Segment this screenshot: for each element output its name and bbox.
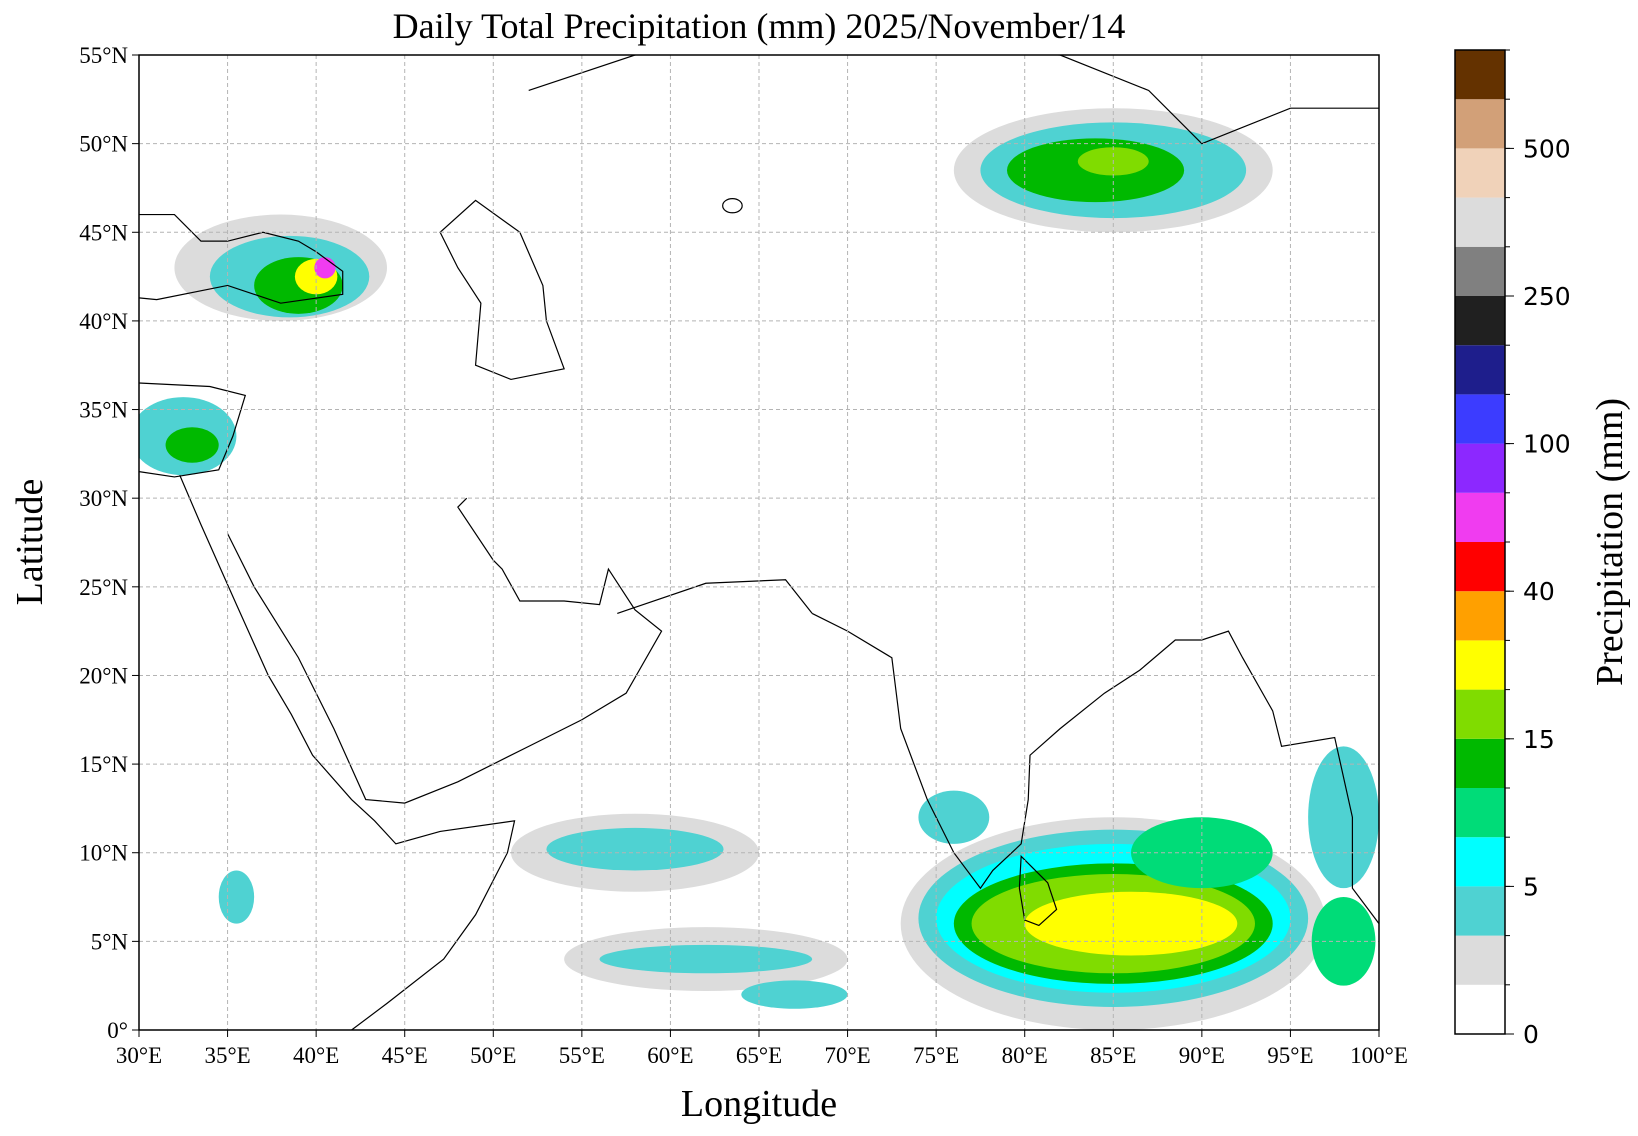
- x-tick-label: 75°E: [913, 1043, 959, 1068]
- y-tick-label: 30°N: [79, 486, 128, 511]
- y-tick-label: 0°: [107, 1018, 128, 1043]
- colorbar-segment: [1455, 886, 1505, 936]
- y-tick-label: 45°N: [79, 220, 128, 245]
- axes: 30°E 35°E 40°E 45°E 50°E 55°E 60°E 65°E 70°E 75°E…: [79, 43, 1408, 1068]
- x-tick-label: 60°E: [647, 1043, 693, 1068]
- colorbar-segment: [1455, 935, 1505, 985]
- colorbar: 0 5 15 40 100 250 500: [1454, 49, 1571, 1049]
- colorbar-segment: [1455, 296, 1505, 346]
- colorbar-tick-label: 500: [1523, 134, 1571, 163]
- y-tick-label: 55°N: [79, 43, 128, 68]
- y-tick-label: 20°N: [79, 663, 128, 688]
- colorbar-segment: [1455, 492, 1505, 542]
- colorbar-segment: [1455, 197, 1505, 247]
- y-tick-label: 25°N: [79, 575, 128, 600]
- y-tick-label: 50°N: [79, 132, 128, 157]
- colorbar-segment: [1455, 443, 1505, 493]
- x-tick-label: 65°E: [736, 1043, 782, 1068]
- x-tick-label: 30°E: [116, 1043, 162, 1068]
- map-frame: [138, 54, 1380, 1031]
- x-axis-label: Longitude: [681, 1083, 837, 1125]
- colorbar-segment: [1455, 689, 1505, 739]
- y-tick-label: 10°N: [79, 841, 128, 866]
- x-tick-label: 100°E: [1350, 1043, 1408, 1068]
- colorbar-segment: [1455, 837, 1505, 887]
- y-tick-label: 5°N: [91, 929, 129, 954]
- x-tick-label: 95°E: [1267, 1043, 1313, 1068]
- colorbar-segment: [1455, 542, 1505, 592]
- colorbar-tick-label: 250: [1523, 282, 1571, 311]
- title: Daily Total Precipitation (mm) 2025/Nove…: [393, 6, 1126, 46]
- x-tick-label: 35°E: [204, 1043, 250, 1068]
- x-tick-label: 50°E: [470, 1043, 516, 1068]
- colorbar-segment: [1455, 99, 1505, 149]
- x-tick-label: 45°E: [382, 1043, 428, 1068]
- y-tick-label: 15°N: [79, 752, 128, 777]
- colorbar-tick-label: 15: [1523, 725, 1555, 754]
- y-axis-label: Latitude: [9, 479, 51, 606]
- colorbar-tick-label: 0: [1523, 1020, 1539, 1049]
- colorbar-segment: [1455, 148, 1505, 198]
- colorbar-segment: [1455, 50, 1505, 100]
- x-tick-label: 70°E: [824, 1043, 870, 1068]
- colorbar-tick-label: 40: [1523, 577, 1555, 606]
- colorbar-tick-label: 5: [1523, 872, 1539, 901]
- x-tick-label: 55°E: [559, 1043, 605, 1068]
- colorbar-segment: [1455, 345, 1505, 395]
- colorbar-segment: [1455, 788, 1505, 838]
- colorbar-segment: [1455, 984, 1505, 1034]
- y-tick-label: 35°N: [79, 398, 128, 423]
- x-tick-label: 40°E: [293, 1043, 339, 1068]
- colorbar-segment: [1455, 738, 1505, 788]
- x-tick-label: 90°E: [1179, 1043, 1225, 1068]
- colorbar-segment: [1455, 640, 1505, 690]
- x-tick-label: 85°E: [1090, 1043, 1136, 1068]
- colorbar-tick-label: 100: [1523, 430, 1571, 459]
- colorbar-segment: [1455, 394, 1505, 444]
- colorbar-segment: [1455, 591, 1505, 641]
- colorbar-label: Precipitation (mm): [1589, 398, 1631, 686]
- x-tick-label: 80°E: [1002, 1043, 1048, 1068]
- y-tick-label: 40°N: [79, 309, 128, 334]
- precip-field: [139, 108, 1379, 1030]
- colorbar-segment: [1455, 246, 1505, 296]
- map-area: [139, 37, 1379, 1030]
